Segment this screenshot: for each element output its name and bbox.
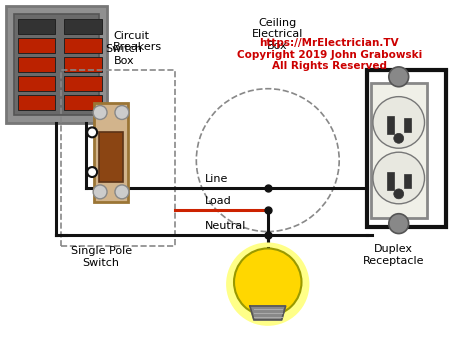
FancyBboxPatch shape — [99, 132, 123, 182]
Circle shape — [394, 133, 404, 143]
FancyBboxPatch shape — [6, 6, 107, 124]
FancyBboxPatch shape — [404, 174, 410, 188]
FancyBboxPatch shape — [387, 116, 394, 134]
FancyBboxPatch shape — [18, 38, 55, 53]
Text: Neutral: Neutral — [205, 220, 246, 231]
Text: Load: Load — [205, 196, 232, 206]
FancyBboxPatch shape — [371, 83, 427, 218]
Text: Switch
Box: Switch Box — [106, 44, 143, 66]
Text: Ceiling
Electrical
Box: Ceiling Electrical Box — [252, 18, 303, 51]
Circle shape — [93, 185, 107, 199]
Circle shape — [389, 214, 409, 234]
FancyBboxPatch shape — [18, 57, 55, 72]
FancyBboxPatch shape — [94, 103, 128, 202]
Circle shape — [115, 185, 129, 199]
FancyBboxPatch shape — [64, 95, 102, 110]
Circle shape — [373, 152, 425, 204]
FancyBboxPatch shape — [18, 19, 55, 34]
Text: Circuit
Breakers: Circuit Breakers — [113, 31, 162, 52]
Circle shape — [93, 105, 107, 120]
Circle shape — [389, 67, 409, 87]
FancyBboxPatch shape — [18, 76, 55, 91]
FancyBboxPatch shape — [64, 57, 102, 72]
Circle shape — [234, 248, 301, 316]
FancyBboxPatch shape — [64, 19, 102, 34]
FancyBboxPatch shape — [404, 119, 410, 132]
Circle shape — [87, 167, 97, 177]
FancyBboxPatch shape — [64, 38, 102, 53]
Circle shape — [394, 189, 404, 199]
FancyBboxPatch shape — [14, 14, 99, 115]
FancyBboxPatch shape — [387, 172, 394, 190]
Text: https://MrElectrician.TV
Copyright 2019 John Grabowski
All Rights Reserved: https://MrElectrician.TV Copyright 2019 … — [237, 38, 422, 71]
Circle shape — [373, 97, 425, 148]
Circle shape — [87, 127, 97, 137]
FancyBboxPatch shape — [18, 95, 55, 110]
Circle shape — [115, 105, 129, 120]
Text: Duplex
Receptacle: Duplex Receptacle — [363, 245, 425, 266]
Polygon shape — [250, 306, 286, 320]
Text: Line: Line — [205, 174, 228, 184]
Circle shape — [226, 242, 310, 326]
Text: Single Pole
Switch: Single Pole Switch — [71, 246, 132, 268]
FancyBboxPatch shape — [64, 76, 102, 91]
